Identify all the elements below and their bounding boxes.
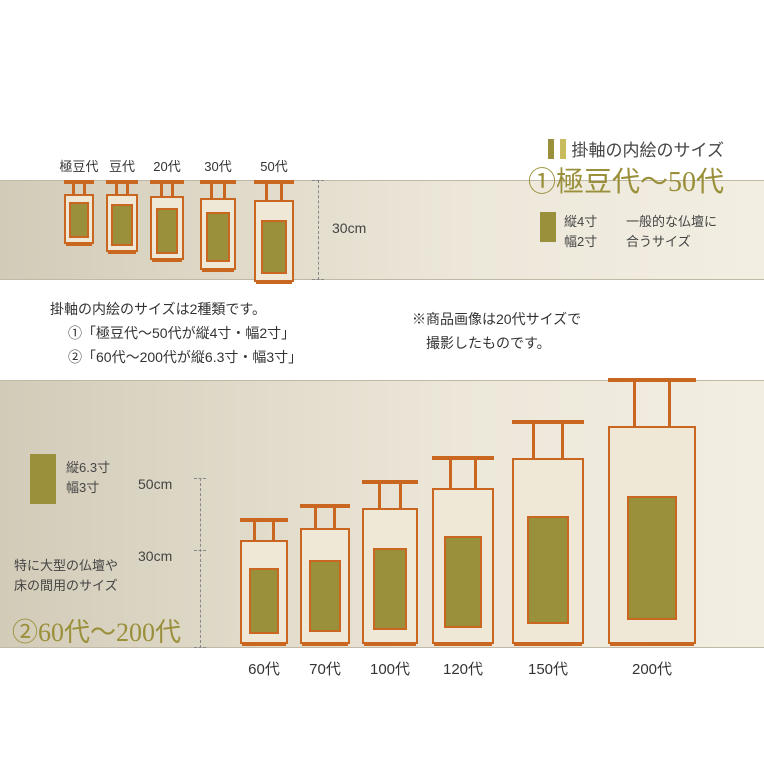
- series2-heading: ②60代～200代: [12, 612, 181, 649]
- description: 掛軸の内絵のサイズは2種類です。①「極豆代～50代が縦4寸・幅2寸」②「60代～…: [50, 298, 302, 369]
- series1-scroll: [106, 180, 138, 256]
- series1-scroll: [150, 180, 184, 264]
- series2-label: 150代: [498, 658, 598, 679]
- series2-label: 120代: [418, 658, 508, 679]
- dim-30-label: 30cm: [138, 548, 172, 564]
- series2-scroll: [432, 456, 494, 648]
- series2-legend-swatch: [30, 454, 56, 504]
- series1-scroll: [200, 180, 236, 274]
- series1-scroll: [254, 180, 294, 286]
- series2-scroll: [362, 480, 418, 648]
- series2-label: 200代: [594, 658, 710, 679]
- description-note: ※商品画像は20代サイズで 撮影したものです。: [412, 308, 581, 356]
- series1-dimension: 30cm: [318, 180, 388, 280]
- section-title: 掛軸の内絵のサイズ: [548, 136, 725, 161]
- series1-legend-swatch: [540, 212, 556, 242]
- series1-label: 50代: [242, 156, 306, 175]
- section-title-text: 掛軸の内絵のサイズ: [572, 136, 725, 161]
- series1-label: 30代: [188, 156, 248, 175]
- series2-legend-note: 特に大型の仏壇や床の間用のサイズ: [14, 556, 118, 595]
- series1-scroll: [64, 180, 94, 248]
- series2-legend-dims: 縦6.3寸幅3寸: [66, 458, 110, 497]
- series1-legend-dims: 縦4寸幅2寸: [564, 212, 597, 251]
- series1-heading: ①極豆代～50代: [528, 160, 724, 200]
- dim-50-label: 50cm: [138, 476, 172, 492]
- series2-dimension-50: [200, 478, 260, 648]
- series2-scroll: [512, 420, 584, 648]
- series2-scroll: [300, 504, 350, 648]
- series2-scroll: [608, 378, 696, 648]
- series1-legend-note: 一般的な仏壇に合うサイズ: [626, 212, 717, 251]
